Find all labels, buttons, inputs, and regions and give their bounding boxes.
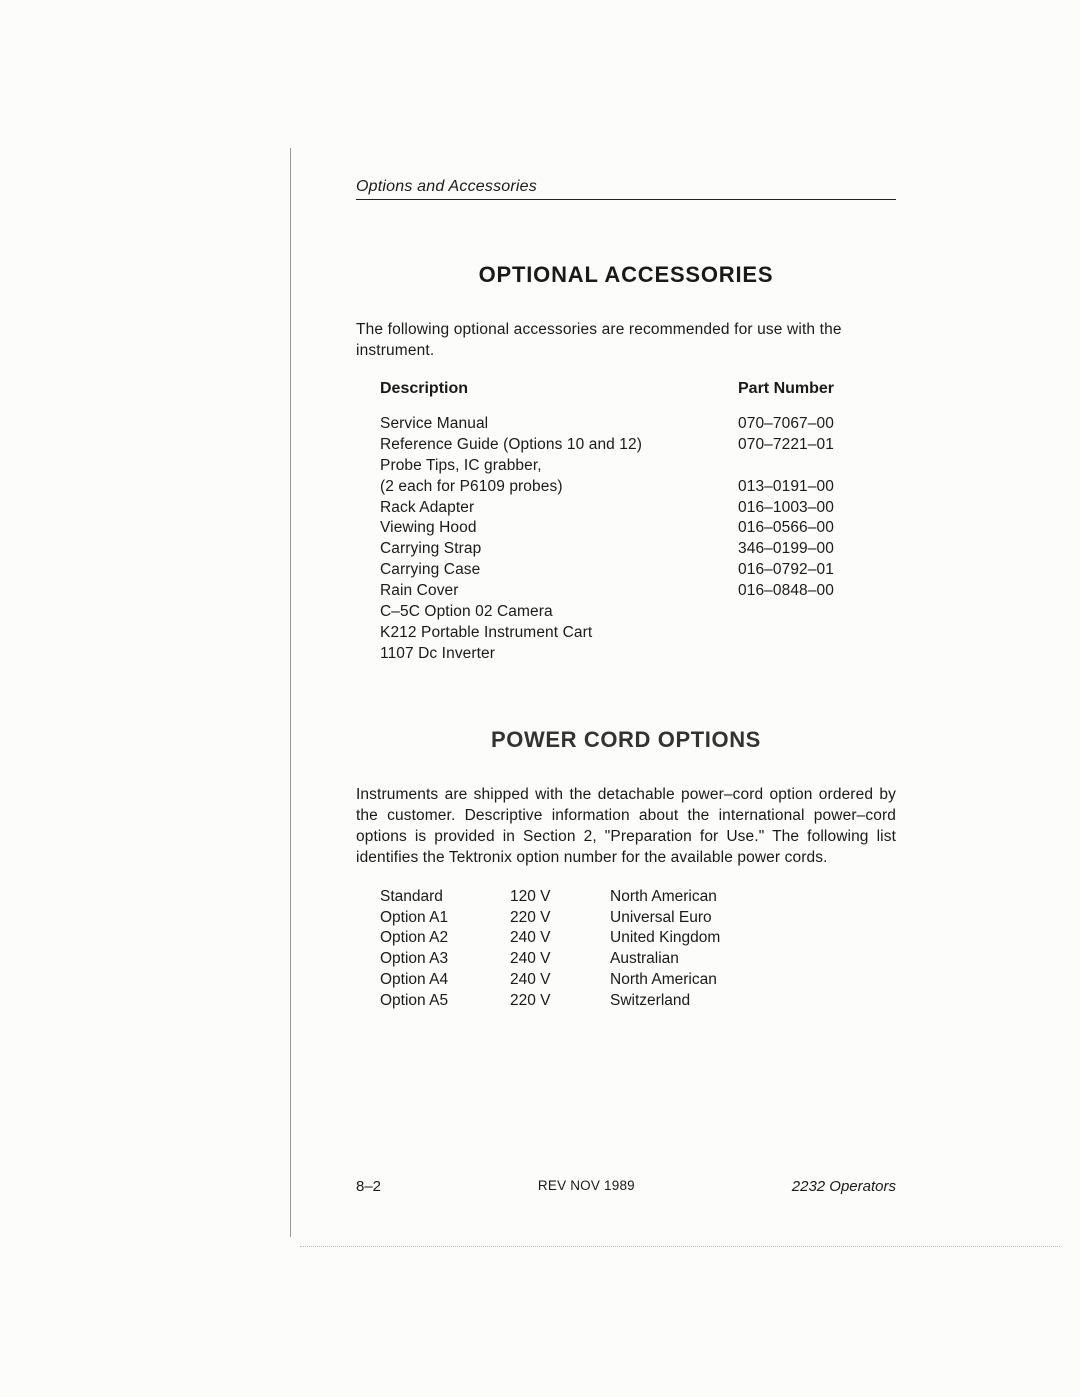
accessories-description: Carrying Case	[380, 560, 738, 581]
accessories-row: Reference Guide (Options 10 and 12)070–7…	[380, 435, 896, 456]
power-cord-option: Standard	[380, 887, 510, 908]
accessories-row: Carrying Case016–0792–01	[380, 560, 896, 581]
accessories-description: Rain Cover	[380, 581, 738, 602]
accessories-description: Carrying Strap	[380, 539, 738, 560]
accessories-description: C–5C Option 02 Camera	[380, 602, 738, 623]
accessories-row: Rain Cover016–0848–00	[380, 581, 896, 602]
intro-optional-accessories: The following optional accessories are r…	[356, 320, 896, 362]
accessories-description: Viewing Hood	[380, 518, 738, 539]
page-footer: 8–2 REV NOV 1989 2232 Operators	[356, 1178, 896, 1195]
accessories-row: K212 Portable Instrument Cart	[380, 623, 896, 644]
power-cord-option: Option A1	[380, 908, 510, 929]
accessories-part-number	[738, 602, 890, 623]
accessories-part-number: 070–7221–01	[738, 435, 890, 456]
power-cord-region: Switzerland	[610, 991, 790, 1012]
page-content: Options and Accessories OPTIONAL ACCESSO…	[356, 178, 896, 1012]
accessories-part-number: 016–0792–01	[738, 560, 890, 581]
power-cord-row: Option A5220 VSwitzerland	[380, 991, 896, 1012]
accessories-row: Viewing Hood016–0566–00	[380, 518, 896, 539]
accessories-header-row: Description Part Number	[380, 380, 896, 398]
power-cord-row: Option A3240 VAustralian	[380, 949, 896, 970]
accessories-part-number: 346–0199–00	[738, 539, 890, 560]
accessories-description: K212 Portable Instrument Cart	[380, 623, 738, 644]
power-cord-row: Option A1220 VUniversal Euro	[380, 908, 896, 929]
power-cord-option: Option A2	[380, 928, 510, 949]
accessories-part-number	[738, 456, 890, 477]
power-cord-voltage: 120 V	[510, 887, 610, 908]
power-cord-voltage: 220 V	[510, 908, 610, 929]
footer-page-number: 8–2	[356, 1178, 381, 1195]
accessories-row: Service Manual070–7067–00	[380, 414, 896, 435]
accessories-description: Service Manual	[380, 414, 738, 435]
power-cord-row: Option A4240 VNorth American	[380, 970, 896, 991]
accessories-part-number: 070–7067–00	[738, 414, 890, 435]
accessories-part-number: 016–1003–00	[738, 498, 890, 519]
power-cord-option: Option A3	[380, 949, 510, 970]
accessories-description: (2 each for P6109 probes)	[380, 477, 738, 498]
accessories-part-number	[738, 623, 890, 644]
power-cord-voltage: 240 V	[510, 970, 610, 991]
vertical-rule	[290, 148, 291, 1237]
accessories-part-number	[738, 644, 890, 665]
scan-baseline	[300, 1246, 1060, 1247]
title-power-cord-options: POWER CORD OPTIONS	[356, 727, 896, 753]
power-cord-region: North American	[610, 887, 790, 908]
accessories-part-number: 013–0191–00	[738, 477, 890, 498]
section-header: Options and Accessories	[356, 178, 896, 200]
intro-power-cord-options: Instruments are shipped with the detacha…	[356, 785, 896, 869]
power-cord-row: Standard120 VNorth American	[380, 887, 896, 908]
accessories-row: Carrying Strap346–0199–00	[380, 539, 896, 560]
accessories-table: Description Part Number Service Manual07…	[356, 380, 896, 665]
accessories-description: Rack Adapter	[380, 498, 738, 519]
accessories-part-number: 016–0848–00	[738, 581, 890, 602]
accessories-row: C–5C Option 02 Camera	[380, 602, 896, 623]
footer-revision: REV NOV 1989	[538, 1178, 635, 1195]
accessories-description: Probe Tips, IC grabber,	[380, 456, 738, 477]
power-cord-row: Option A2240 VUnited Kingdom	[380, 928, 896, 949]
power-cord-region: Australian	[610, 949, 790, 970]
accessories-row: (2 each for P6109 probes)013–0191–00	[380, 477, 896, 498]
accessories-row: Probe Tips, IC grabber,	[380, 456, 896, 477]
accessories-description: 1107 Dc Inverter	[380, 644, 738, 665]
col-header-description: Description	[380, 380, 738, 398]
section-label: Options and Accessories	[356, 178, 537, 195]
accessories-description: Reference Guide (Options 10 and 12)	[380, 435, 738, 456]
col-header-part-number: Part Number	[738, 380, 890, 398]
power-cord-region: United Kingdom	[610, 928, 790, 949]
power-cord-voltage: 220 V	[510, 991, 610, 1012]
power-cord-region: Universal Euro	[610, 908, 790, 929]
title-optional-accessories: OPTIONAL ACCESSORIES	[356, 262, 896, 288]
accessories-row: Rack Adapter016–1003–00	[380, 498, 896, 519]
power-cord-table: Standard120 VNorth AmericanOption A1220 …	[356, 887, 896, 1013]
power-cord-option: Option A4	[380, 970, 510, 991]
power-cord-voltage: 240 V	[510, 949, 610, 970]
accessories-part-number: 016–0566–00	[738, 518, 890, 539]
power-cord-region: North American	[610, 970, 790, 991]
power-cord-option: Option A5	[380, 991, 510, 1012]
power-cord-voltage: 240 V	[510, 928, 610, 949]
footer-manual-title: 2232 Operators	[792, 1178, 896, 1195]
accessories-row: 1107 Dc Inverter	[380, 644, 896, 665]
